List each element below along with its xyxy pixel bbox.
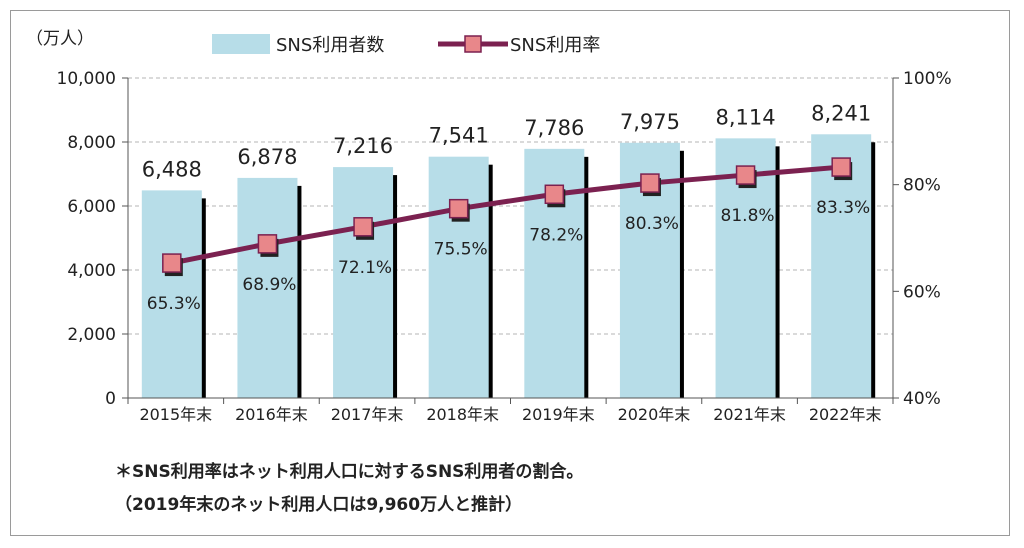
x-tick-label: 2022年末 [809, 405, 882, 424]
right-tick-label: 80% [903, 176, 941, 196]
left-tick-label: 8,000 [67, 133, 116, 153]
plot-area: 0 2,000 4,000 6,000 8,000 10,000 40% 60% 80% 100%… [57, 69, 952, 424]
legend-bar-swatch [212, 34, 270, 54]
left-tick-label: 0 [105, 389, 116, 409]
legend-line-label: SNS利用率 [510, 35, 600, 56]
bar-shadow [869, 142, 876, 398]
rate-value-label: 80.3% [625, 214, 679, 234]
bar-shadow [582, 156, 589, 398]
bar [333, 167, 394, 398]
x-tick-label: 2019年末 [522, 405, 595, 424]
bar-shadow [199, 198, 206, 398]
bar-value-label: 7,786 [524, 116, 584, 140]
y-axis-unit-label: （万人） [26, 29, 94, 49]
bar-shadow [773, 146, 780, 398]
bar-shadow [295, 185, 302, 398]
right-tick-label: 60% [903, 282, 941, 302]
bar-value-label: 7,975 [620, 110, 680, 134]
legend-line-marker [464, 35, 482, 53]
bar-value-label: 8,241 [811, 101, 871, 125]
rate-marker [257, 234, 278, 254]
bar [141, 190, 202, 398]
x-tick-label: 2015年末 [139, 405, 212, 424]
rate-line [171, 164, 842, 266]
rate-marker [448, 198, 469, 219]
left-tick-label: 2,000 [67, 325, 116, 345]
left-tick-label: 4,000 [67, 261, 116, 281]
rate-value-label: 78.2% [529, 225, 583, 245]
rate-value-label: 72.1% [338, 258, 392, 278]
bar-value-label: 8,114 [716, 105, 776, 129]
left-tick-label: 6,000 [67, 197, 116, 217]
rate-marker [831, 157, 851, 177]
rate-marker [162, 253, 182, 273]
footnote-1: ＊SNS利用率はネット利用人口に対するSNS利用者の割合。 [115, 462, 584, 482]
rate-value-label: 68.9% [242, 275, 296, 295]
right-tick-label: 40% [903, 389, 941, 409]
bar-value-label: 6,878 [237, 145, 297, 169]
x-tick-label: 2021年末 [713, 405, 786, 424]
x-tick-label: 2016年末 [235, 405, 308, 424]
footnote-2: （2019年末のネット利用人口は9,960万人と推計） [115, 495, 523, 515]
rate-marker [544, 184, 565, 205]
rate-marker [353, 217, 373, 237]
rate-value-label: 83.3% [816, 198, 870, 218]
bar-value-label: 6,488 [142, 157, 202, 181]
rate-marker [640, 173, 660, 193]
left-tick-label: 10,000 [57, 69, 116, 89]
bar-shadow [391, 175, 398, 398]
right-tick-label: 100% [903, 69, 952, 89]
rate-marker [735, 165, 756, 185]
bar-shadow [677, 150, 684, 398]
x-tick-label: 2020年末 [618, 405, 691, 424]
bar-value-label: 7,216 [333, 134, 393, 158]
bar-value-label: 7,541 [429, 124, 489, 148]
bar [428, 156, 489, 398]
rate-value-label: 65.3% [147, 294, 201, 314]
rate-value-label: 75.5% [434, 240, 488, 260]
bar [237, 177, 298, 398]
legend-bar-label: SNS利用者数 [276, 35, 384, 56]
x-tick-label: 2018年末 [426, 405, 499, 424]
x-tick-label: 2017年末 [331, 405, 404, 424]
rate-value-label: 81.8% [721, 206, 775, 226]
bar-shadow [486, 164, 493, 398]
